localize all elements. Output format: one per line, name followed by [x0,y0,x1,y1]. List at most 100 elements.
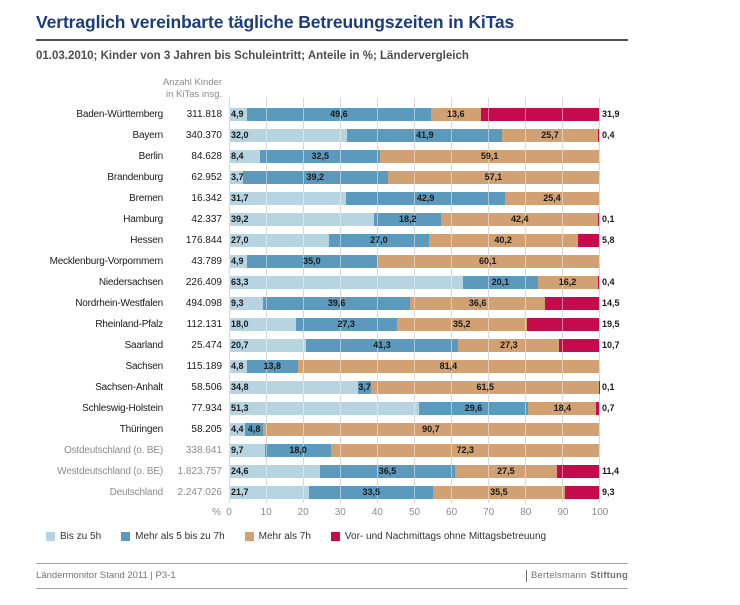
segment-value: 25,7 [541,130,559,141]
chart-row-baden-w-rttemberg: Baden-Württemberg 311.818 4,9 49,6 13,6 31,9 [36,104,628,125]
bar-segment-bis-zu-5h [229,296,264,310]
outside-value: 0,1 [602,382,615,393]
bar-segment-mehr-als-7h [528,401,597,415]
bar: 4,4 4,8 90,7 [229,419,599,440]
bar-segment-mehr-als-7h [537,275,598,289]
segment-value: 59,1 [480,151,499,162]
bar: 4,9 35,0 60,1 [229,251,599,272]
bar-segment-vor-und-nachmittags-ohne-mittagsbetreuung [598,212,600,226]
bar-segment-bis-zu-5h [229,191,347,205]
bar-segment-mehr-als-5-bis-zu-7h [295,317,397,331]
gridline-overlay [229,443,599,457]
segment-value: 24,6 [231,466,249,477]
segment-value: 35,5 [490,487,508,498]
bar: 9,3 39,6 36,6 [229,293,599,314]
axis-tick-90: 90 [557,506,569,518]
bar-track: 3,7 39,2 57,1 [229,170,599,184]
bar-segment-mehr-als-7h [331,443,599,457]
bar-segment-mehr-als-5-bis-zu-7h [357,380,372,394]
bar-segment-mehr-als-5-bis-zu-7h [242,170,388,184]
segment-value: 40,2 [494,235,512,246]
segment-value: 35,2 [452,319,471,330]
x-axis-inner: 0 10 20 30 40 50 60 70 80 90 100 [226,504,608,521]
outside-value: 0,7 [602,403,615,414]
bar: 32,0 41,9 25,7 [229,125,599,146]
segment-value: 21,7 [231,487,249,498]
bar-track: 31,7 42,9 25,4 [229,191,599,205]
legend-label: Mehr als 7h [258,530,311,542]
bar-track: 63,3 20,1 16,2 [229,275,599,289]
segment-value: 3,7 [231,172,244,183]
axis-tick-0: 0 [226,506,232,518]
bar: 18,0 27,3 35,2 [229,314,599,335]
segment-value: 31,7 [231,193,249,204]
outside-value: 9,3 [602,487,615,498]
segment-value: 57,1 [484,172,503,183]
bar-segment-mehr-als-5-bis-zu-7h [246,359,298,373]
outside-value: 10,7 [602,340,620,351]
row-count: 2.247.026 [177,486,223,498]
row-count: 494.098 [185,297,222,309]
bar-track: 4,4 4,8 90,7 [229,422,599,436]
bar-segment-mehr-als-7h [371,380,599,394]
bar-segment-mehr-als-7h [441,212,599,226]
chart-row-deutschland: Deutschland 2.247.026 21,7 33,5 35,5 9,3 [36,482,628,503]
bar-segment-bis-zu-5h [229,485,310,499]
bar-track: 32,0 41,9 25,7 [229,128,599,142]
segment-value: 60,1 [479,256,497,267]
bar-segment-mehr-als-5-bis-zu-7h [260,149,381,163]
row-label: Baden-Württemberg [76,108,163,120]
bar: 3,7 39,2 57,1 [229,167,599,188]
bar: 31,7 42,9 25,4 [229,188,599,209]
bar: 20,7 41,3 27,3 [229,335,599,356]
bar-segment-bis-zu-5h [229,380,358,394]
chart-row-sachsen-anhalt: Sachsen-Anhalt 58.506 34,8 3,7 61,5 0,1 [36,377,628,398]
brand-divider-icon [525,569,527,582]
segment-value: 20,7 [231,340,249,351]
row-label: Ostdeutschland (o. BE) [64,444,163,456]
row-count: 340.370 [185,129,222,141]
segment-value: 42,4 [511,214,529,225]
segment-value: 39,2 [306,172,324,183]
row-count: 43.789 [191,255,222,267]
segment-value: 27,5 [497,466,515,477]
bar-segment-mehr-als-5-bis-zu-7h [374,212,442,226]
x-axis: % 0 10 20 30 40 50 60 70 80 90 100 [212,504,628,521]
axis-tick-50: 50 [408,506,421,518]
row-label: Sachsen [125,360,163,372]
axis-tick-20: 20 [297,506,309,518]
bar-segment-mehr-als-7h [455,464,557,478]
bar-segment-bis-zu-5h [229,233,329,247]
bar-segment-mehr-als-7h [387,170,599,184]
row-label: Schleswig-Holstein [82,402,163,414]
gridline-overlay [229,191,599,205]
segment-value: 4,4 [231,424,244,435]
bar-track: 4,8 13,8 81,4 [229,359,599,373]
bar-segment-mehr-als-5-bis-zu-7h [347,128,503,142]
bar-segment-vor-und-nachmittags-ohne-mittagsbetreuung [596,401,599,415]
bar-track: 51,3 29,6 18,4 [229,401,599,415]
bar-segment-mehr-als-5-bis-zu-7h [309,485,434,499]
bar-segment-bis-zu-5h [229,254,248,268]
outside-value: 11,4 [602,466,620,477]
column-header: Anzahl Kinder in KiTas insg. [36,77,222,101]
chart-row-nordrhein-westfalen: Nordrhein-Westfalen 494.098 9,3 39,6 36,6 14,… [36,293,628,314]
chart-row-hessen: Hessen 176.844 27,0 27,0 40,2 5,8 [36,230,628,251]
segment-value: 41,9 [416,130,434,141]
row-label: Deutschland [109,486,164,498]
bar: 4,9 49,6 13,6 [229,104,599,125]
column-header-line2: in KiTas insg. [166,88,222,100]
segment-value: 81,4 [439,361,458,372]
gridline-overlay [229,359,599,373]
row-label: Hessen [130,234,163,246]
bar: 8,4 32,5 59,1 [229,146,599,167]
segment-value: 18,2 [398,214,417,225]
chart-row-bayern: Bayern 340.370 32,0 41,9 25,7 0,4 [36,125,628,146]
row-label: Mecklenburg-Vorpommern [49,255,164,267]
axis-tick-100: 100 [591,506,609,518]
legend-swatch-mehr-als-5-bis-zu-7h [121,531,131,541]
gridline-overlay [229,485,599,499]
bar-segment-mehr-als-5-bis-zu-7h [264,443,332,457]
chart-row-niedersachsen: Niedersachsen 226.409 63,3 20,1 16,2 0,4 [36,272,628,293]
legend-item-vor-und-nachmittags-ohne-mittagsbetreuung: Vor- und Nachmittags ohne Mittagsbetreuu… [330,531,546,542]
